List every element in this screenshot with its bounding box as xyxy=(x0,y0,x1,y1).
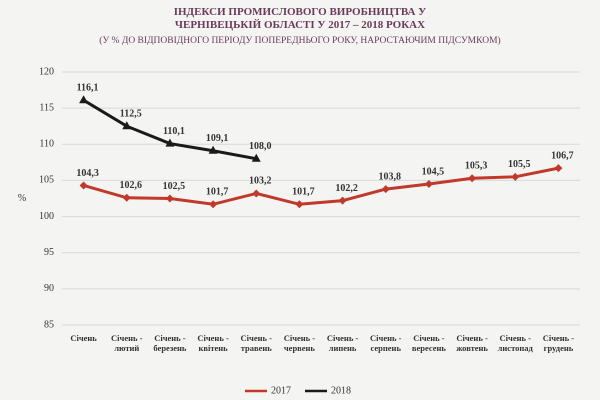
point-marker xyxy=(209,200,218,209)
data-label: 105,3 xyxy=(465,161,488,172)
y-tick-label: 110 xyxy=(39,139,54,150)
data-label: 104,5 xyxy=(422,166,445,177)
y-tick-label: 85 xyxy=(44,319,54,330)
chart-title: ІНДЕКСИ ПРОМИСЛОВОГО ВИРОБНИЦТВА У ЧЕРНІ… xyxy=(173,6,427,31)
data-label: 106,7 xyxy=(551,150,574,161)
point-marker xyxy=(338,196,347,205)
x-tick-label: Січень - вересень xyxy=(411,333,446,353)
x-tick-label: Січень - червень xyxy=(283,333,316,353)
data-label: 101,7 xyxy=(206,187,229,198)
y-axis-label: % xyxy=(18,193,26,204)
chart-subtitle: (У % ДО ВІДПОВІДНОГО ПЕРІОДУ ПОПЕРЕДНЬОГ… xyxy=(99,36,501,46)
point-marker xyxy=(165,194,174,203)
data-label: 105,5 xyxy=(508,159,531,170)
data-label: 102,2 xyxy=(335,183,358,194)
point-marker xyxy=(252,189,261,198)
data-label: 108,0 xyxy=(249,141,272,152)
point-marker xyxy=(79,95,89,104)
point-marker xyxy=(424,180,433,189)
data-label: 103,2 xyxy=(249,176,272,187)
y-tick-label: 115 xyxy=(39,102,54,113)
x-tick-label: Січень - липень xyxy=(326,333,359,353)
x-tick-label: Січень - квітень xyxy=(197,333,229,353)
point-marker xyxy=(165,138,175,147)
series-line xyxy=(83,166,559,206)
y-tick-label: 105 xyxy=(39,175,54,186)
point-marker xyxy=(468,174,477,183)
point-marker xyxy=(511,172,520,181)
x-tick-label: Січень - серпень xyxy=(370,333,402,353)
data-label: 104,3 xyxy=(76,168,99,179)
data-label: 102,5 xyxy=(163,181,186,192)
point-marker xyxy=(251,153,261,162)
x-tick-label: Січень xyxy=(70,333,97,343)
data-label: 103,8 xyxy=(379,171,402,182)
x-tick-label: Січень - лютий xyxy=(111,333,143,353)
point-marker xyxy=(79,181,88,190)
x-tick-label: Січень - грудень xyxy=(542,333,575,353)
x-tick-label: Січень - березень xyxy=(153,333,187,353)
x-tick-label: Січень - травень xyxy=(240,333,272,353)
data-label: 101,7 xyxy=(292,187,315,198)
point-marker xyxy=(381,185,390,194)
point-marker xyxy=(208,145,218,154)
legend-label: 2017 xyxy=(271,385,291,396)
y-tick-label: 90 xyxy=(44,283,54,294)
legend-label: 2018 xyxy=(331,385,351,396)
y-tick-label: 95 xyxy=(44,247,54,258)
data-label: 109,1 xyxy=(206,133,229,144)
x-tick-label: Січень - листопад xyxy=(497,333,533,353)
y-tick-label: 120 xyxy=(39,66,54,77)
y-tick-label: 100 xyxy=(39,211,54,222)
point-marker xyxy=(295,200,304,209)
point-marker xyxy=(554,164,563,173)
x-tick-label: Січень - жовтень xyxy=(456,333,488,353)
data-label: 112,5 xyxy=(120,109,142,120)
point-marker xyxy=(122,121,132,130)
data-label: 116,1 xyxy=(77,82,99,93)
data-label: 110,1 xyxy=(163,126,185,137)
point-marker xyxy=(122,193,131,202)
data-label: 102,6 xyxy=(120,180,143,191)
